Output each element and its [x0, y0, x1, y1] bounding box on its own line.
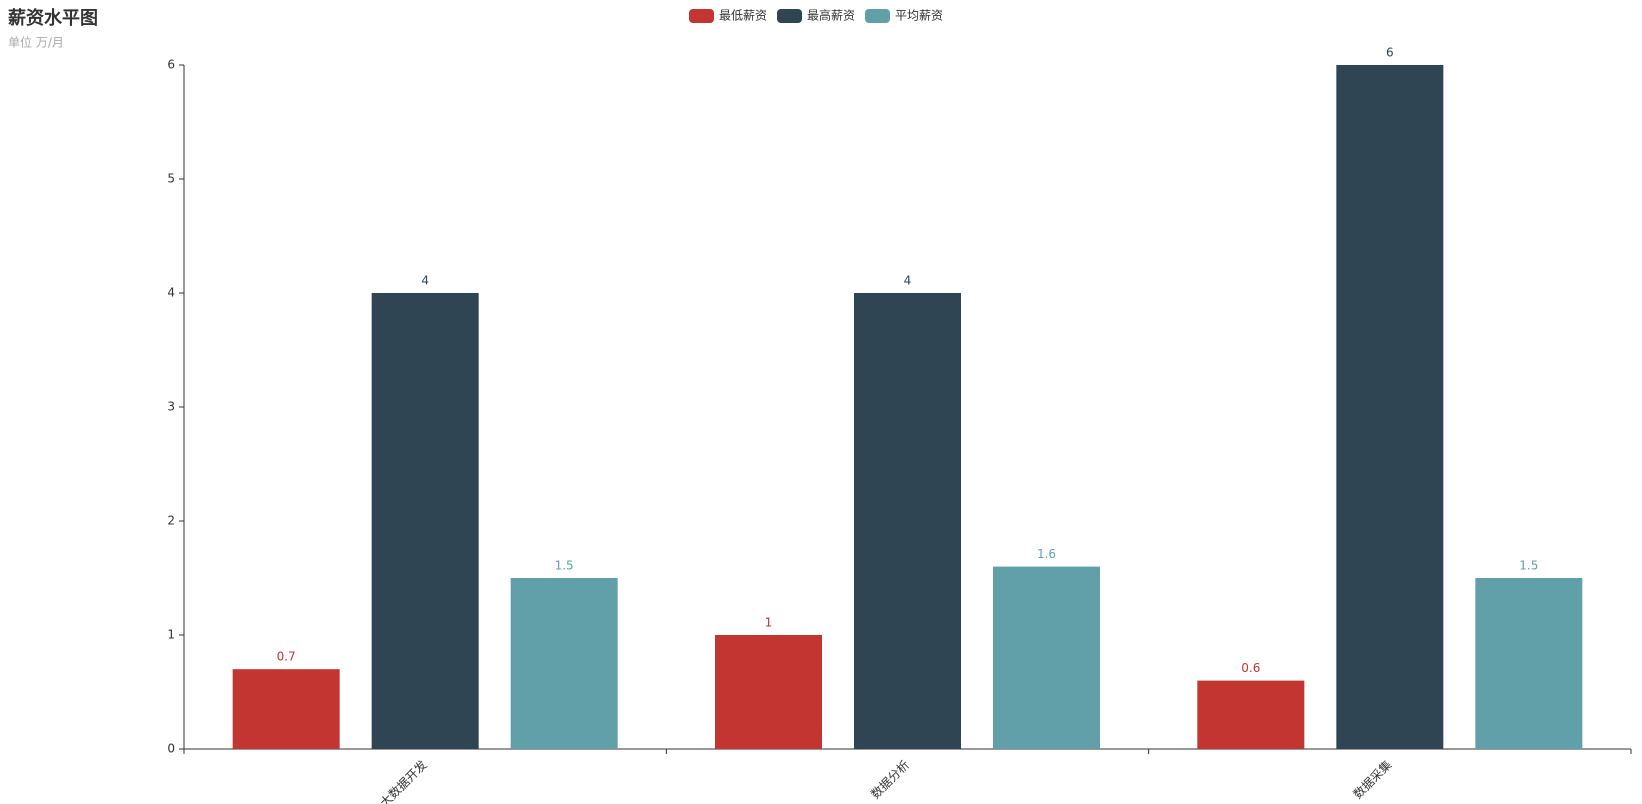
bar: [1336, 65, 1444, 749]
bar: [510, 578, 618, 749]
data-label: 4: [421, 274, 429, 288]
bar: [1475, 578, 1583, 749]
legend-label[interactable]: 平均薪资: [895, 9, 943, 23]
data-label: 1.5: [555, 559, 574, 573]
data-label: 1.6: [1037, 547, 1056, 561]
data-label: 1.5: [1519, 559, 1538, 573]
bar: [715, 635, 822, 749]
y-tick-label: 6: [167, 58, 175, 72]
y-tick-label: 5: [167, 172, 175, 186]
legend-label[interactable]: 最低薪资: [719, 9, 767, 23]
y-tick-label: 4: [167, 286, 175, 300]
x-tick-label: 数据分析: [868, 757, 913, 802]
legend-swatch[interactable]: [689, 9, 714, 23]
data-label: 0.6: [1241, 661, 1260, 675]
chart-title: 薪资水平图: [8, 7, 98, 29]
bar: [232, 669, 340, 749]
data-label: 6: [1386, 46, 1394, 60]
bar: [993, 566, 1100, 749]
y-tick-label: 1: [167, 628, 175, 642]
x-tick-label: 数据采集: [1350, 757, 1395, 802]
chart-subtitle: 单位 万/月: [8, 35, 64, 50]
legend-swatch[interactable]: [777, 9, 802, 23]
x-tick-label: 大数据开发: [377, 757, 430, 804]
legend-label[interactable]: 最高薪资: [807, 8, 855, 23]
bar: [854, 293, 961, 749]
legend-swatch[interactable]: [865, 9, 890, 23]
data-label: 1: [765, 616, 773, 630]
y-tick-label: 3: [167, 400, 175, 414]
bar: [371, 293, 479, 749]
data-label: 4: [904, 274, 912, 288]
y-tick-label: 2: [167, 514, 175, 528]
bar: [1197, 680, 1305, 749]
y-tick-label: 0: [167, 742, 175, 756]
data-label: 0.7: [277, 650, 296, 664]
